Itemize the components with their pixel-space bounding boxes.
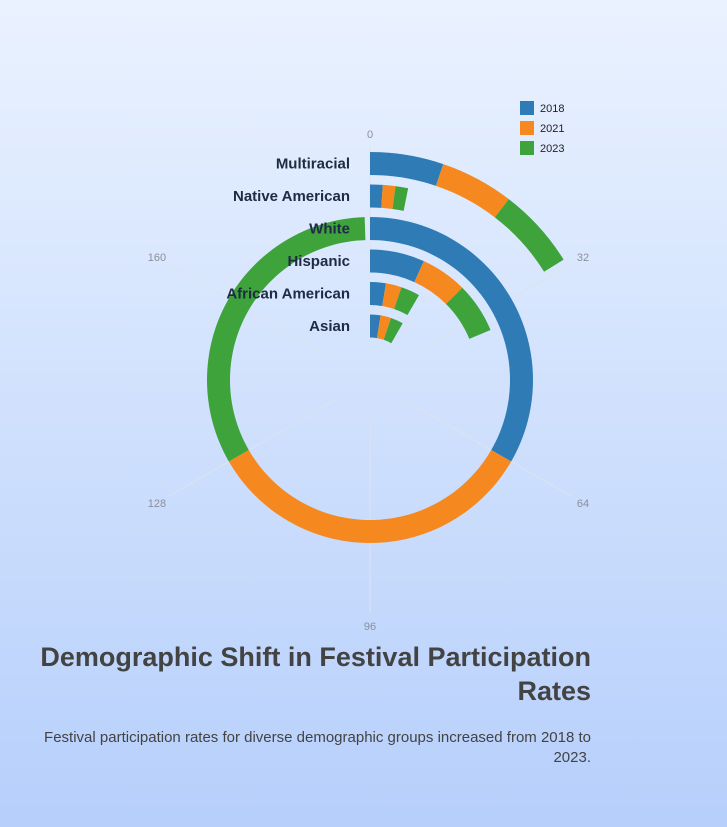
bar-segment [370, 314, 381, 339]
bar-segment [370, 249, 424, 283]
legend-label: 2018 [540, 103, 564, 115]
bar-segment [370, 282, 386, 307]
legend-swatch [520, 141, 534, 155]
grid-line [167, 263, 336, 361]
bar-segment [370, 217, 533, 462]
grid-line [167, 399, 336, 497]
tick-label: 0 [367, 129, 373, 141]
bar-segment [370, 184, 383, 208]
bar-segments [207, 152, 564, 543]
legend-swatch [520, 101, 534, 115]
grid-line [404, 399, 573, 497]
bar-segment [370, 152, 444, 186]
chart-subtitle: Festival participation rates for diverse… [44, 729, 591, 766]
chart-title: Demographic Shift in Festival Participat… [40, 642, 591, 706]
bar-segment [414, 261, 463, 304]
bar-segment [435, 164, 509, 218]
bar-segment [383, 317, 403, 344]
tick-label: 64 [577, 498, 589, 510]
category-label: Hispanic [287, 253, 350, 270]
category-label: Native American [233, 188, 350, 205]
bar-segment [494, 199, 564, 272]
category-label: Multiracial [276, 156, 350, 173]
angular-grid [167, 147, 573, 613]
bar-segment [207, 217, 366, 462]
bar-segment [382, 283, 402, 309]
category-label: Asian [309, 318, 350, 335]
tick-label: 96 [364, 621, 376, 633]
legend: 2018 2021 2023 [520, 101, 564, 155]
bar-segment [392, 186, 409, 211]
tick-label: 32 [577, 252, 589, 264]
bar-segment [381, 184, 396, 209]
bar-segment [446, 287, 491, 339]
legend-label: 2023 [540, 143, 564, 155]
tick-label: 128 [148, 498, 166, 510]
bar-segment [376, 315, 392, 340]
category-labels: Multiracial Native American White Hispanic A… [226, 156, 350, 336]
category-label: White [309, 221, 350, 238]
category-label: African American [226, 286, 350, 303]
bar-segment [394, 287, 419, 316]
legend-label: 2021 [540, 123, 564, 135]
legend-swatch [520, 121, 534, 135]
grid-line [404, 263, 573, 361]
bar-segment [228, 450, 512, 543]
tick-labels: 0 32 64 96 128 160 [148, 129, 589, 633]
tick-label: 160 [148, 252, 166, 264]
